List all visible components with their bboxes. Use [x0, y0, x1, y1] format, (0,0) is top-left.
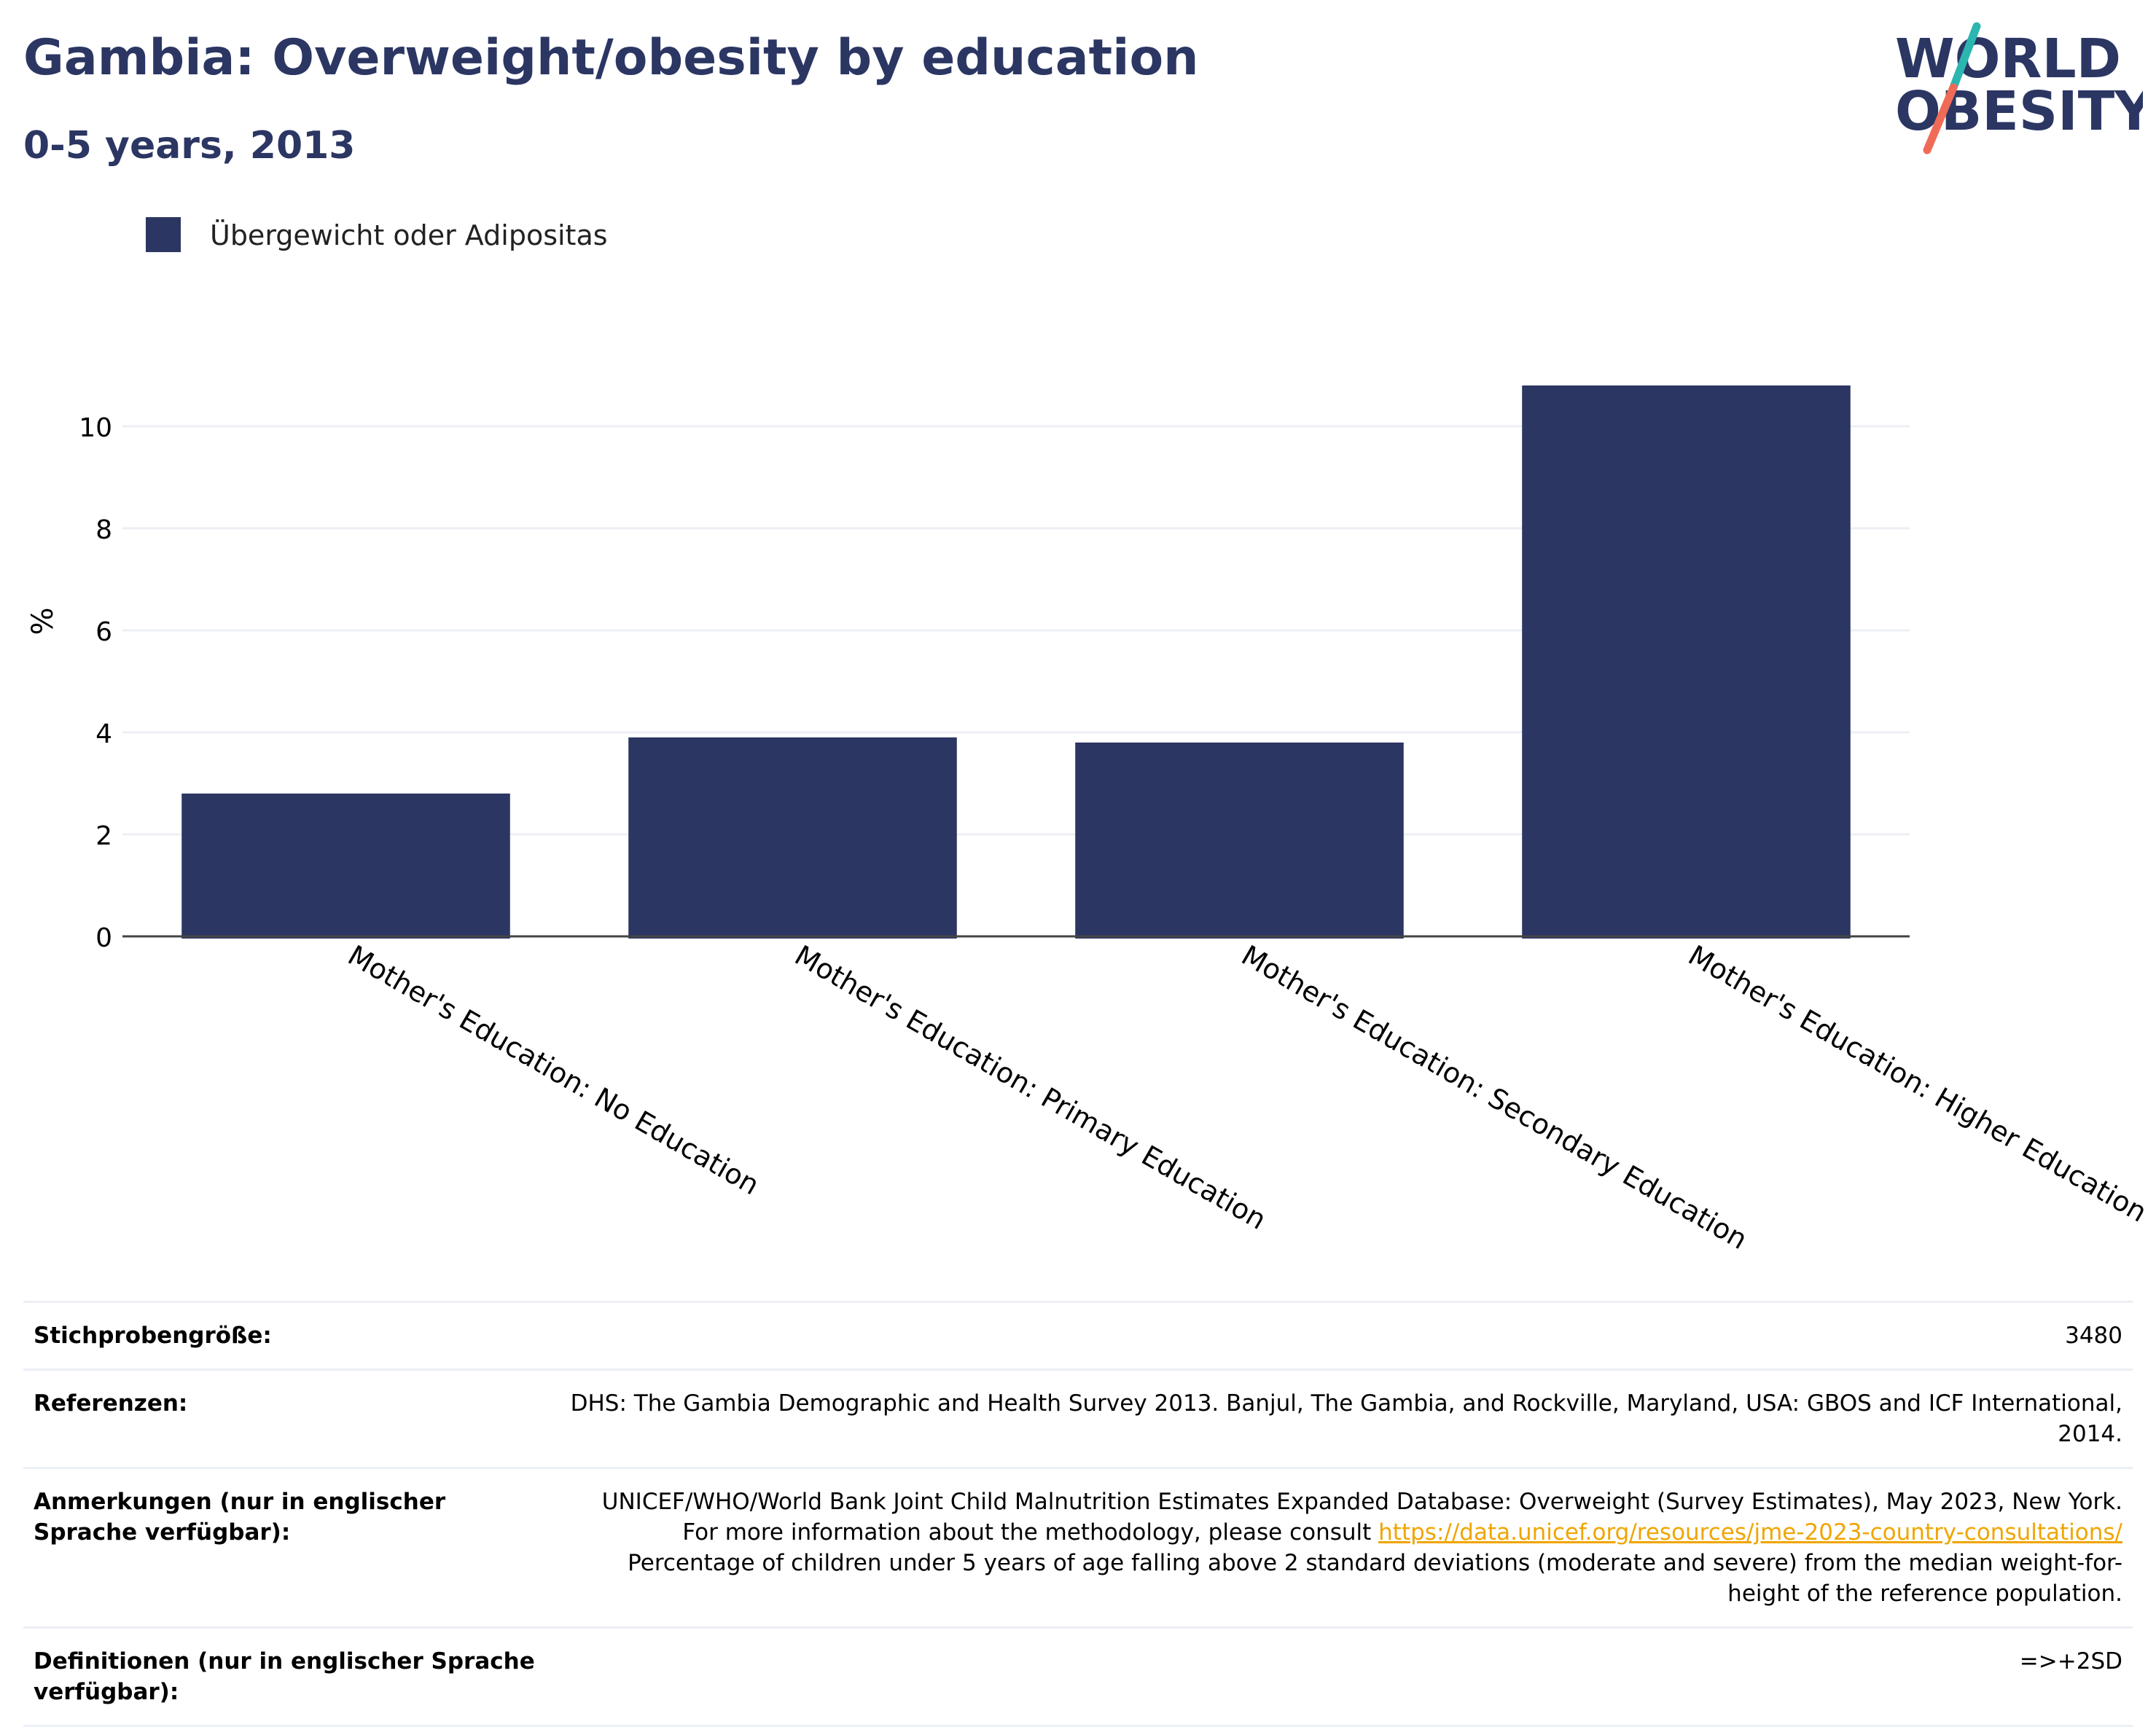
x-tick-label: Mother's Education: No Education	[343, 939, 765, 1202]
bar	[181, 794, 510, 939]
chart-title: Gambia: Overweight/obesity by education	[23, 29, 1199, 87]
notes-label: Anmerkungen (nur in englischer Sprache v…	[34, 1489, 446, 1546]
legend-swatch	[146, 217, 181, 252]
sample-size-value: 3480	[2065, 1323, 2122, 1349]
info-row-references: Referenzen: DHS: The Gambia Demographic …	[23, 1369, 2133, 1468]
definitions-value: =>+2SD	[2019, 1648, 2122, 1675]
y-tick-label: 8	[95, 515, 112, 545]
bar	[1075, 743, 1404, 939]
info-row-definitions: Definitionen (nur in englischer Sprache …	[23, 1627, 2133, 1726]
legend-label: Übergewicht oder Adipositas	[210, 219, 608, 251]
chart-subtitle: 0-5 years, 2013	[23, 124, 356, 168]
notes-text-before: UNICEF/WHO/World Bank Joint Child Malnut…	[601, 1489, 2122, 1546]
y-axis-label: %	[26, 607, 60, 635]
info-row-notes: Anmerkungen (nur in englischer Sprache v…	[23, 1468, 2133, 1628]
y-tick-labels: 0 2 4 6 8 10	[79, 413, 112, 953]
info-table: Stichprobengröße: 3480 Referenzen: DHS: …	[23, 1301, 2133, 1727]
logo-slash-bottom	[1923, 83, 1958, 154]
notes-value: UNICEF/WHO/World Bank Joint Child Malnut…	[554, 1468, 2133, 1628]
legend: Übergewicht oder Adipositas	[146, 217, 608, 252]
references-value: DHS: The Gambia Demographic and Health S…	[570, 1390, 2122, 1447]
world-obesity-logo[interactable]: WORLD OBESITY	[1895, 20, 2143, 159]
x-tick-label: Mother's Education: Primary Education	[789, 939, 1272, 1236]
definitions-label: Definitionen (nur in englischer Sprache …	[34, 1648, 535, 1705]
references-label: Referenzen:	[34, 1390, 188, 1417]
x-tick-label: Mother's Education: Secondary Education	[1236, 939, 1753, 1256]
logo-slash-top	[1949, 22, 1981, 92]
logo-word-world: WORLD	[1895, 28, 2121, 90]
y-tick-label: 4	[95, 719, 112, 749]
sample-size-label: Stichprobengröße:	[34, 1323, 272, 1349]
methodology-link[interactable]: https://data.unicef.org/resources/jme-20…	[1378, 1519, 2122, 1546]
y-tick-label: 2	[95, 821, 112, 851]
y-tick-label: 6	[95, 617, 112, 647]
x-tick-label: Mother's Education: Higher Education	[1683, 939, 2152, 1229]
y-tick-label: 0	[95, 923, 112, 953]
x-tick-labels: Mother's Education: No Education Mother's…	[343, 939, 2152, 1256]
info-row-sample-size: Stichprobengröße: 3480	[23, 1301, 2133, 1370]
bar-chart: Übergewicht oder Adipositas 0 2 4 6 8 10 Moth…	[26, 217, 2152, 1256]
notes-text-after: Percentage of children under 5 years of …	[628, 1550, 2122, 1607]
y-tick-label: 10	[79, 413, 112, 443]
bar	[628, 737, 957, 939]
bar	[1522, 385, 1851, 939]
bars	[181, 385, 1851, 939]
